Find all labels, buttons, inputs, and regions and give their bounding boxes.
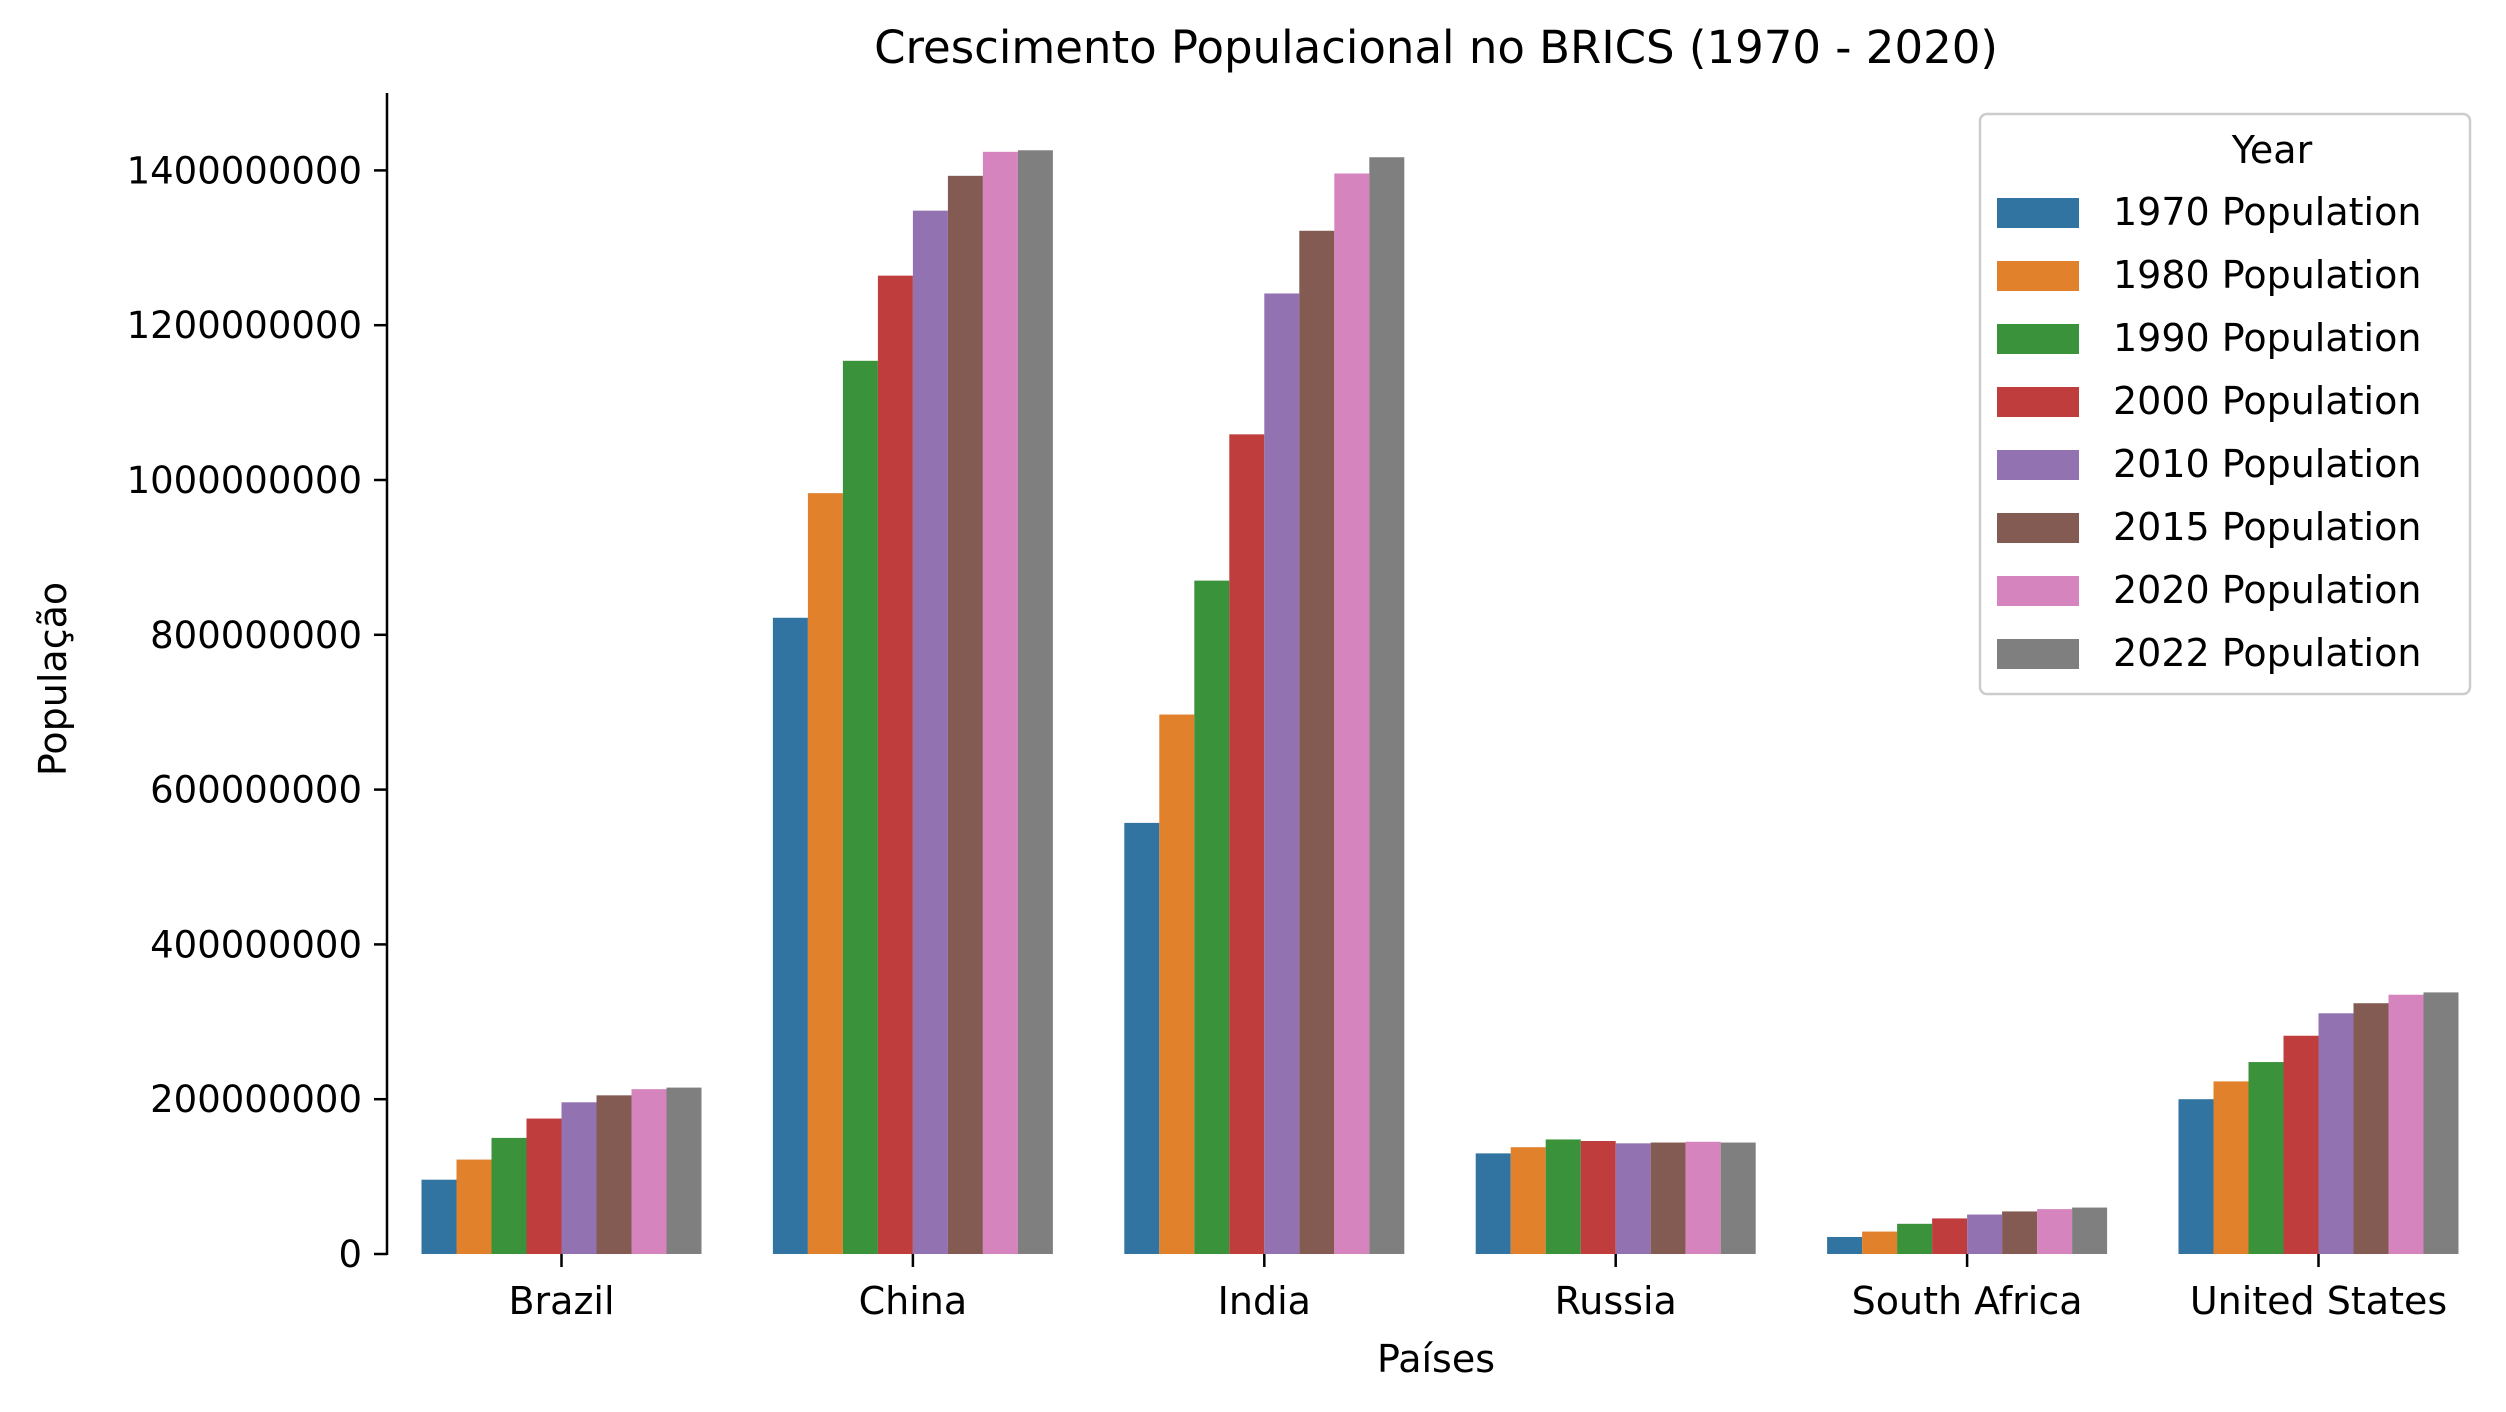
bar	[1017, 150, 1053, 1254]
bar	[1615, 1143, 1651, 1254]
x-tick-label: Russia	[1555, 1279, 1677, 1323]
y-tick-label: 0	[338, 1233, 362, 1276]
legend-label: 1990 Population	[2113, 316, 2421, 360]
bar	[2072, 1207, 2108, 1254]
bar	[1159, 714, 1195, 1254]
y-tick-label: 600000000	[150, 769, 362, 812]
bar	[2283, 1035, 2319, 1254]
legend-swatch	[1997, 576, 2079, 606]
bar	[1650, 1142, 1686, 1254]
bar	[1475, 1153, 1511, 1254]
y-tick-label: 1400000000	[127, 149, 362, 192]
bar	[2423, 992, 2459, 1254]
y-axis: 0 200000000 400000000 600000000 800000000 100…	[127, 93, 389, 1276]
bar	[1685, 1141, 1721, 1254]
bar	[1299, 230, 1335, 1254]
bar	[491, 1137, 527, 1254]
bar	[2002, 1211, 2038, 1254]
bar	[2037, 1209, 2073, 1254]
legend-label: 2010 Population	[2113, 442, 2421, 486]
legend-label: 2000 Population	[2113, 379, 2421, 423]
x-tick-label: South Africa	[1852, 1279, 2083, 1323]
bar	[982, 151, 1018, 1254]
bar	[1967, 1214, 2003, 1254]
legend-label: 2015 Population	[2113, 505, 2421, 549]
y-tick-label: 1200000000	[127, 304, 362, 347]
legend-label: 2020 Population	[2113, 568, 2421, 612]
legend-swatch	[1997, 387, 2079, 417]
legend-swatch	[1997, 450, 2079, 480]
bar	[877, 275, 913, 1254]
legend: Year 1970 Population 1980 Population 1990 P…	[1978, 112, 2472, 696]
bar	[2248, 1062, 2284, 1254]
legend-label: 2022 Population	[2113, 631, 2421, 675]
legend-swatch	[1997, 513, 2079, 543]
bar	[456, 1159, 492, 1254]
legend-swatch	[1997, 198, 2079, 228]
bar	[1369, 157, 1405, 1255]
legend-label: 1980 Population	[2113, 253, 2421, 297]
bar	[631, 1089, 667, 1254]
bar	[526, 1118, 562, 1254]
bar	[772, 617, 808, 1254]
bar	[666, 1087, 702, 1254]
x-tick-label: India	[1218, 1279, 1311, 1323]
bar	[842, 360, 878, 1254]
bar	[947, 175, 983, 1254]
chart-title: Crescimento Populacional no BRICS (1970 …	[874, 21, 1998, 74]
legend-swatch	[1997, 324, 2079, 354]
y-axis-label: População	[31, 582, 75, 776]
bar	[1862, 1231, 1898, 1254]
bar	[2318, 1013, 2354, 1254]
bar	[1897, 1223, 1933, 1254]
y-tick-label: 400000000	[150, 923, 362, 966]
x-tick-label: Brazil	[508, 1279, 614, 1323]
legend-swatch	[1997, 639, 2079, 669]
bar	[1720, 1142, 1756, 1254]
bar	[1580, 1141, 1616, 1254]
bar	[1827, 1236, 1863, 1254]
y-tick-label: 1000000000	[127, 459, 362, 502]
bar	[1229, 434, 1265, 1255]
x-axis: Brazil China India Russia South Africa United…	[508, 1254, 2447, 1323]
legend-title: Year	[2231, 128, 2313, 172]
x-axis-label: Países	[1377, 1337, 1495, 1381]
legend-label: 1970 Population	[2113, 190, 2421, 234]
bar	[2388, 994, 2424, 1254]
bar	[561, 1102, 597, 1254]
bar	[2178, 1099, 2214, 1254]
bar	[596, 1095, 632, 1254]
bar	[1545, 1139, 1581, 1254]
bar	[421, 1179, 457, 1254]
bar	[1510, 1147, 1546, 1254]
bars	[421, 150, 2459, 1255]
y-tick-label: 200000000	[150, 1078, 362, 1121]
bar	[2353, 1003, 2389, 1254]
bar	[1124, 822, 1160, 1254]
y-tick-label: 800000000	[150, 614, 362, 657]
bar	[1334, 173, 1370, 1254]
legend-swatch	[1997, 261, 2079, 291]
bar	[912, 210, 948, 1254]
bar	[2213, 1081, 2249, 1254]
x-tick-label: China	[859, 1279, 968, 1323]
x-tick-label: United States	[2190, 1279, 2447, 1323]
bar	[1194, 580, 1230, 1254]
bar	[807, 493, 843, 1254]
bar	[1264, 293, 1300, 1255]
legend-frame	[1978, 112, 2472, 696]
bar	[1932, 1218, 1968, 1254]
